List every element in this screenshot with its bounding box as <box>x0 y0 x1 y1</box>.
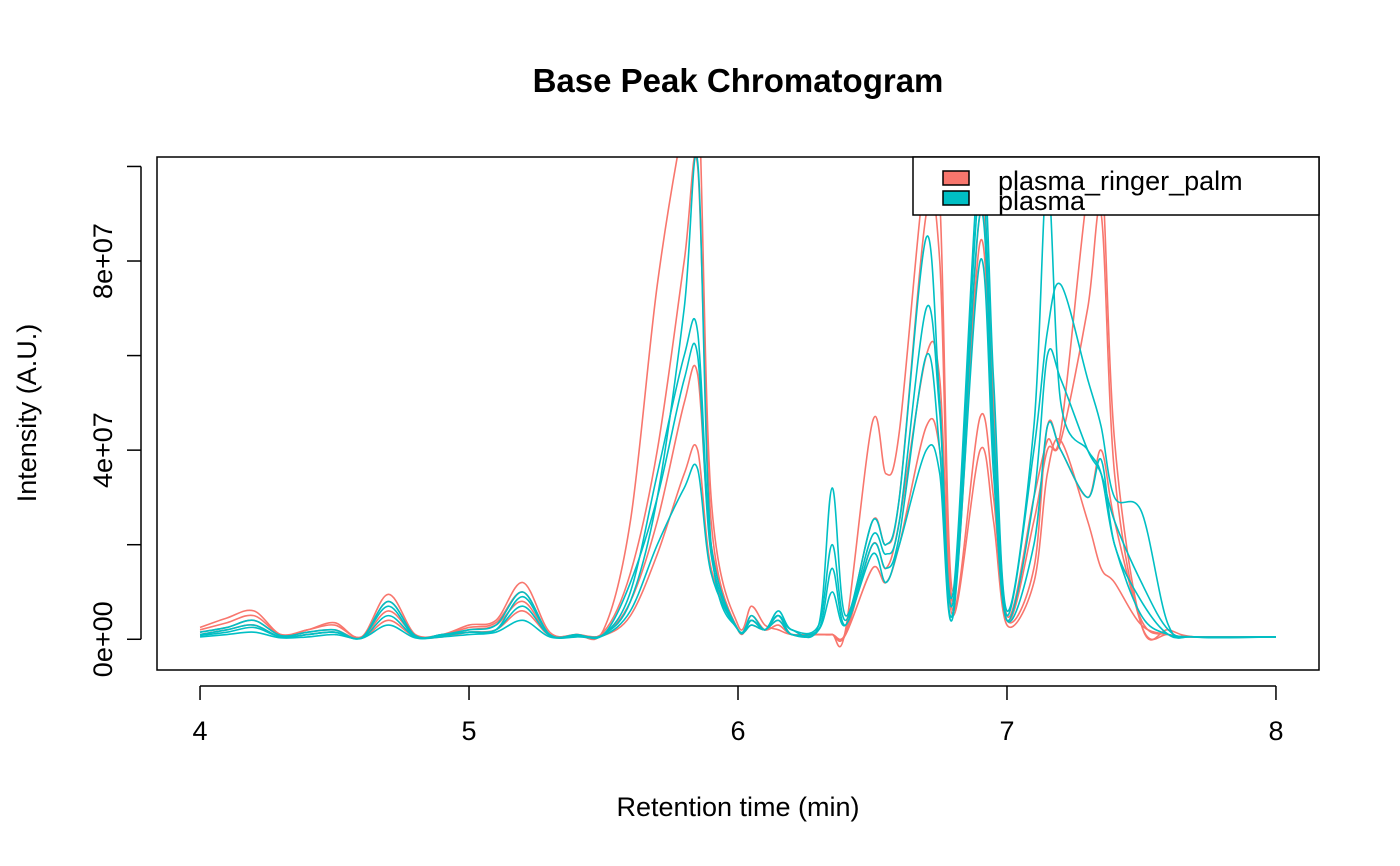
series-line-plasma-ringer-palm-3 <box>199 340 1276 642</box>
series-line-plasma-ringer-palm-1 <box>199 157 1276 648</box>
chart-title: Base Peak Chromatogram <box>533 62 944 99</box>
legend-key-plasma-ringer-palm <box>942 170 970 186</box>
series-line-plasma-ringer-palm-4 <box>199 417 1276 641</box>
x-tick-label: 8 <box>1268 716 1283 746</box>
y-axis-label: Intensity (A.U.) <box>12 324 42 503</box>
legend-label-plasma-ringer-palm: plasma_ringer_palm <box>998 166 1243 196</box>
x-tick-label: 7 <box>999 716 1014 746</box>
series-layer <box>199 157 1276 648</box>
y-tick-label: 8e+07 <box>88 223 118 299</box>
x-axis: 4 5 6 7 8 <box>193 685 1283 746</box>
y-tick-label: 0e+00 <box>88 601 118 677</box>
series-line-plasma-8 <box>199 258 1276 640</box>
x-axis-label: Retention time (min) <box>616 792 859 822</box>
series-line-plasma-ringer-palm-2 <box>199 157 1276 642</box>
legend: plasma_ringer_palm plasma <box>912 156 1320 216</box>
legend-box <box>912 156 1320 216</box>
x-tick-label: 6 <box>730 716 745 746</box>
y-tick-label: 4e+07 <box>88 412 118 488</box>
legend-key-plasma <box>942 190 970 206</box>
series-line-plasma-6 <box>199 177 1276 640</box>
x-tick-label: 5 <box>462 716 477 746</box>
legend-label-plasma: plasma <box>998 186 1086 216</box>
y-axis: 0e+00 4e+07 8e+07 <box>88 165 142 677</box>
series-line-plasma-7 <box>199 210 1276 640</box>
plot-frame <box>156 156 1320 671</box>
series-line-plasma-5 <box>199 157 1276 640</box>
x-tick-label: 4 <box>193 716 208 746</box>
